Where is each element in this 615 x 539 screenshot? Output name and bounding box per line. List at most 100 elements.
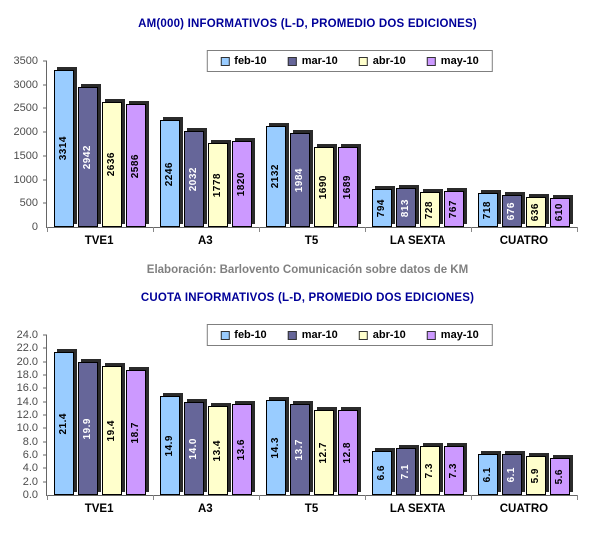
bar-value-label: 1689 <box>342 174 353 200</box>
bar-may-10: 7.3 <box>444 446 464 495</box>
y-axis-tick-mark <box>43 401 47 403</box>
bar-mar-10: 19.9 <box>78 362 98 495</box>
x-axis-tick-mark <box>577 495 578 500</box>
bar-value-label: 6.1 <box>482 466 493 483</box>
y-axis-tick-label: 500 <box>19 197 38 210</box>
y-axis-tick-mark <box>43 441 47 443</box>
bar-value-label: 2586 <box>130 153 141 178</box>
bar-group-cuatro: 6.1 6.1 5.9 5.6 <box>471 335 577 495</box>
bar-value-label: 5.9 <box>530 467 541 484</box>
bar-value-label: 19.4 <box>106 419 117 442</box>
legend-item-abr-10: abr-10 <box>358 329 406 341</box>
y-axis-tick-mark <box>43 347 47 349</box>
y-axis-tick-label: 24.0 <box>16 329 38 341</box>
legend-swatch-icon <box>287 330 297 340</box>
bar-abr-10: 19.4 <box>102 365 122 495</box>
y-axis-tick-mark <box>43 467 47 469</box>
bar-value-label: 7.1 <box>400 463 411 480</box>
category-axis-cuota: TVE1 A3 T5 LA SEXTA CUATRO <box>46 503 577 515</box>
bar-value-label: 1820 <box>236 171 247 196</box>
y-axis-tick-label: 2.0 <box>22 475 38 488</box>
bar-mar-10: 676 <box>502 194 522 227</box>
category-label-tve1: TVE1 <box>84 235 114 247</box>
bar-mar-10: 14.0 <box>184 401 204 495</box>
bar-value-label: 1690 <box>318 174 329 200</box>
y-axis-tick-mark <box>43 374 47 376</box>
legend-swatch-icon <box>358 56 368 66</box>
bar-value-label: 2032 <box>188 166 199 191</box>
bar-group-t5: 14.3 13.7 12.7 12.8 <box>259 335 365 495</box>
bar-abr-10: 7.3 <box>420 446 440 495</box>
bar-value-label: 7.3 <box>448 462 459 479</box>
bar-value-label: 2942 <box>82 145 93 170</box>
category-label-la-sexta: LA SEXTA <box>389 235 446 247</box>
y-axis-tick-mark <box>43 107 47 109</box>
bar-value-label: 718 <box>482 200 493 220</box>
bar-group-tve1: 21.4 19.9 19.4 18.7 <box>47 335 153 495</box>
bar-may-10: 13.6 <box>232 404 252 495</box>
bar-value-label: 1778 <box>212 172 223 197</box>
bar-may-10: 2586 <box>126 104 146 227</box>
bar-value-label: 21.4 <box>58 412 69 435</box>
y-axis-tick-label: 2500 <box>13 102 38 115</box>
y-axis-tick-label: 6.0 <box>22 449 38 461</box>
category-label-t5: T5 <box>304 235 319 247</box>
category-axis-am000: TVE1 A3 T5 LA SEXTA CUATRO <box>46 235 577 247</box>
legend: feb-10 mar-10 abr-10 may-10 <box>206 50 493 72</box>
y-axis-tick-label: 3000 <box>13 78 38 91</box>
bar-feb-10: 718 <box>478 192 498 227</box>
bar-group-a3: 14.9 14.0 13.4 13.6 <box>153 335 259 495</box>
bar-group-tve1: 3314 2942 2636 2586 <box>47 61 153 227</box>
y-axis-tick-label: 1000 <box>13 173 38 186</box>
bar-value-label: 767 <box>448 199 459 218</box>
bar-groups: 21.4 19.9 19.4 18.7 14.9 14.0 13.4 13.6 14.3 13.7… <box>47 335 577 495</box>
legend-label: feb-10 <box>234 55 267 67</box>
y-axis-tick-mark <box>43 361 47 363</box>
category-label-cuatro: CUATRO <box>499 503 549 515</box>
bar-abr-10: 1778 <box>208 142 228 227</box>
x-axis-tick-mark <box>259 227 260 232</box>
bar-may-10: 1689 <box>338 146 358 227</box>
chart-am000-plot-wrap: feb-10 mar-10 abr-10 may-10 0 500 1000 1500 200… <box>0 50 615 247</box>
bar-value-label: 1984 <box>294 167 305 193</box>
legend-swatch-icon <box>220 56 230 66</box>
bar-feb-10: 6.1 <box>478 454 498 495</box>
plot-area-am000: 0 500 1000 1500 2000 2500 3000 3500 3314 2942 2636… <box>14 55 578 233</box>
legend-item-may-10: may-10 <box>426 55 479 67</box>
legend-item-abr-10: abr-10 <box>358 55 406 67</box>
y-axis-tick-label: 0.0 <box>22 489 38 501</box>
bar-value-label: 14.3 <box>270 436 281 459</box>
legend-label: may-10 <box>440 55 479 67</box>
legend-swatch-icon <box>220 330 230 340</box>
bar-may-10: 767 <box>444 190 464 227</box>
bar-value-label: 12.7 <box>318 441 329 464</box>
legend-item-feb-10: feb-10 <box>220 55 267 67</box>
y-axis-tick-mark <box>43 60 47 62</box>
x-axis-tick-mark <box>365 227 366 232</box>
y-axis-tick-label: 14.0 <box>16 395 38 408</box>
bar-may-10: 18.7 <box>126 370 146 495</box>
legend-swatch-icon <box>426 330 436 340</box>
bar-groups: 3314 2942 2636 2586 2246 2032 1778 1820 2132 1984… <box>47 61 577 227</box>
y-axis-tick-mark <box>43 387 47 389</box>
y-axis-tick-mark <box>43 334 47 336</box>
category-label-a3: A3 <box>197 503 213 515</box>
bar-abr-10: 5.9 <box>526 455 546 495</box>
legend-swatch-icon <box>287 56 297 66</box>
bar-feb-10: 2132 <box>266 125 286 227</box>
bar-group-la-sexta: 794 813 728 767 <box>365 61 471 227</box>
x-axis-tick-mark <box>365 495 366 500</box>
y-axis-tick-label: 0 <box>31 221 38 233</box>
bar-abr-10: 12.7 <box>314 410 334 495</box>
y-axis-tick-label: 3500 <box>13 55 38 67</box>
bar-abr-10: 636 <box>526 196 546 227</box>
category-label-tve1: TVE1 <box>84 503 114 515</box>
x-axis-tick-mark <box>577 227 578 232</box>
y-axis-tick-label: 1500 <box>13 149 38 162</box>
bar-abr-10: 2636 <box>102 101 122 227</box>
bar-value-label: 14.0 <box>188 437 199 460</box>
x-axis-tick-mark <box>153 227 154 232</box>
y-axis-tick-mark <box>43 414 47 416</box>
legend: feb-10 mar-10 abr-10 may-10 <box>206 324 493 346</box>
